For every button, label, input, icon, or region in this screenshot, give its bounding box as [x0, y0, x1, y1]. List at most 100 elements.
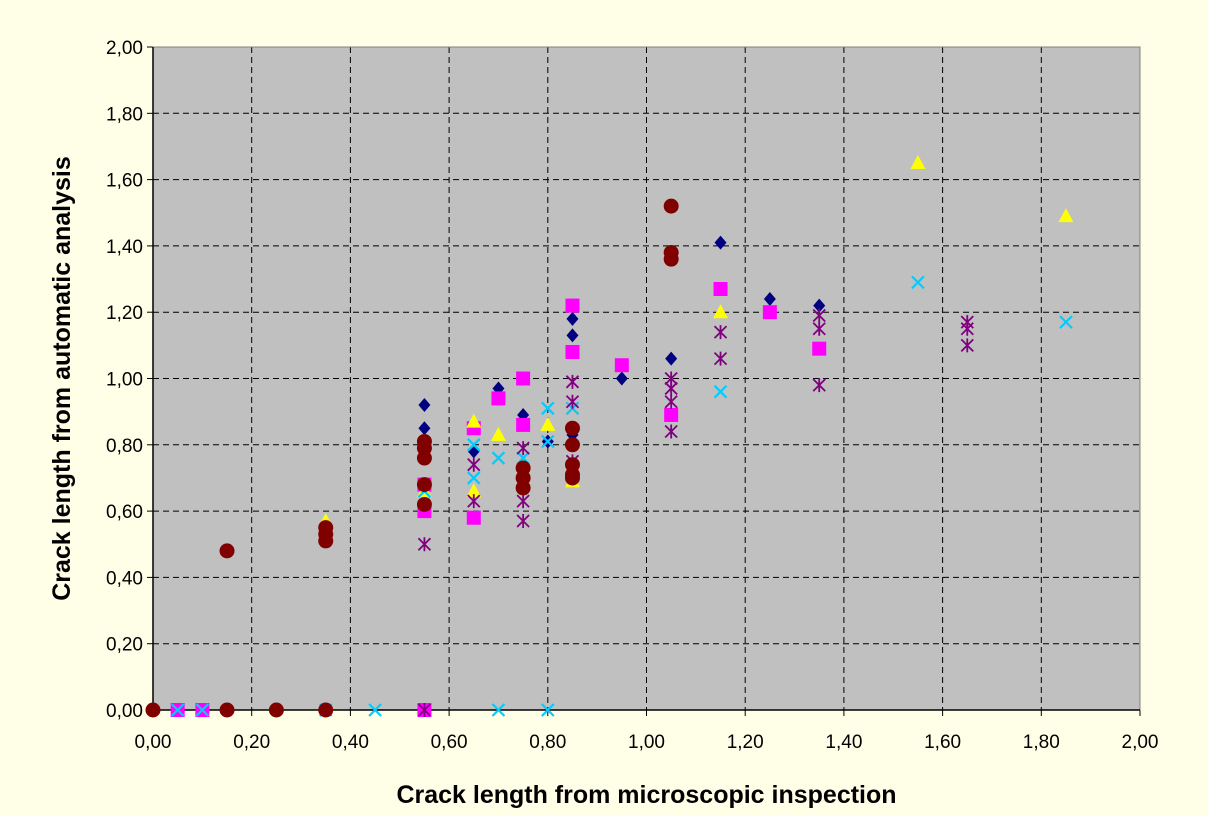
data-point-series-5 — [664, 424, 678, 439]
axes — [147, 46, 1141, 716]
data-point-series-5 — [516, 494, 530, 509]
data-point-series-5 — [565, 374, 580, 389]
data-point-series-4 — [541, 401, 555, 416]
y-tick-label: 2,00 — [106, 38, 143, 59]
data-point-series-6 — [145, 702, 161, 718]
data-point-series-5 — [960, 321, 974, 336]
y-axis-title: Crack length from automatic analysis — [48, 156, 76, 601]
data-point-series-2 — [812, 341, 827, 356]
y-tick-label: 1,00 — [106, 370, 143, 391]
data-point-series-4 — [911, 275, 925, 290]
data-point-series-1 — [418, 421, 431, 436]
data-point-series-2 — [614, 358, 629, 373]
data-point-series-5 — [664, 381, 678, 396]
data-point-series-2 — [713, 281, 728, 296]
data-point-series-4 — [466, 471, 481, 485]
data-point-series-3 — [466, 483, 482, 498]
data-point-series-4 — [170, 703, 185, 717]
x-tick-label: 0,60 — [431, 732, 468, 753]
data-point-series-4 — [541, 434, 555, 449]
y-tick-label: 1,60 — [106, 171, 143, 192]
x-tick-label: 0,00 — [135, 732, 172, 753]
data-point-series-1 — [665, 351, 678, 366]
y-tick-label: 0,40 — [106, 568, 143, 589]
data-point-series-2 — [664, 407, 679, 422]
data-point-series-6 — [268, 702, 284, 718]
data-point-series-5 — [960, 338, 974, 353]
x-axis-title: Crack length from microscopic inspection — [396, 781, 896, 809]
data-point-series-1 — [418, 398, 431, 413]
data-point-series-5 — [467, 457, 481, 472]
data-point-series-6 — [564, 437, 580, 453]
y-tick-label: 1,40 — [106, 237, 143, 258]
data-point-series-1 — [714, 235, 727, 250]
data-point-series-4 — [466, 438, 481, 452]
gridlines — [153, 47, 1140, 710]
y-tick-label: 0,60 — [106, 502, 143, 523]
data-point-series-5 — [417, 703, 432, 717]
data-point-series-6 — [416, 450, 432, 466]
data-point-series-6 — [318, 702, 334, 718]
x-tick-label: 1,80 — [1023, 732, 1060, 753]
data-point-series-5 — [713, 325, 728, 340]
data-point-series-4 — [195, 703, 210, 717]
data-point-series-6 — [663, 198, 679, 214]
data-point-series-2 — [491, 391, 506, 406]
data-point-series-5 — [565, 394, 580, 409]
data-point-series-5 — [516, 441, 530, 456]
x-tick-label: 1,00 — [628, 732, 665, 753]
y-tick-label: 1,20 — [106, 303, 143, 324]
x-tick-label: 0,20 — [233, 732, 270, 753]
data-point-series-4 — [368, 703, 382, 717]
data-point-series-2 — [466, 510, 481, 525]
data-point-series-3 — [1058, 208, 1074, 223]
x-tick-label: 2,00 — [1122, 732, 1159, 753]
data-point-series-6 — [564, 470, 580, 486]
data-point-series-5 — [664, 394, 678, 409]
data-point-series-4 — [491, 451, 506, 465]
data-point-series-2 — [565, 298, 580, 313]
y-tick-label: 1,80 — [106, 104, 143, 125]
data-point-series-4 — [541, 703, 555, 717]
x-tick-label: 1,40 — [825, 732, 862, 753]
data-point-series-5 — [467, 494, 481, 509]
data-point-series-4 — [713, 384, 728, 399]
data-point-series-1 — [566, 311, 579, 326]
data-point-series-1 — [763, 291, 776, 306]
data-point-series-3 — [713, 304, 729, 319]
data-point-series-3 — [466, 413, 482, 428]
x-tick-label: 1,20 — [727, 732, 764, 753]
data-point-series-5 — [812, 378, 826, 393]
data-point-series-3 — [540, 416, 556, 431]
data-point-series-5 — [812, 308, 826, 323]
data-point-series-3 — [490, 426, 506, 441]
data-point-series-6 — [416, 477, 432, 493]
data-point-series-6 — [416, 496, 432, 512]
data-point-series-1 — [615, 371, 628, 386]
data-point-series-6 — [219, 702, 235, 718]
data-point-series-3 — [910, 155, 926, 170]
data-point-series-4 — [491, 703, 506, 717]
data-point-series-6 — [515, 480, 531, 496]
y-tick-label: 0,80 — [106, 436, 143, 457]
y-tick-labels: 0,00 0,20 0,40 0,60 0,80 1,00 1,20 1,40 1,60 1,80… — [106, 38, 143, 722]
data-point-series-5 — [417, 537, 432, 552]
data-point-series-1 — [566, 328, 579, 343]
data-point-series-4 — [1059, 315, 1073, 329]
y-tick-label: 0,20 — [106, 635, 143, 656]
data-point-series-6 — [318, 533, 334, 549]
x-tick-labels: 0,00 0,20 0,40 0,60 0,80 1,00 1,20 1,40 1,60 1,80… — [135, 732, 1159, 753]
data-points — [145, 155, 1074, 718]
x-tick-label: 0,80 — [529, 732, 566, 753]
data-point-series-5 — [713, 351, 728, 366]
x-tick-label: 1,60 — [924, 732, 961, 753]
data-point-series-1 — [813, 298, 826, 313]
data-point-series-2 — [565, 344, 580, 359]
data-point-series-5 — [812, 321, 826, 336]
data-point-series-6 — [219, 543, 235, 559]
data-point-series-2 — [762, 305, 777, 320]
y-tick-label: 0,00 — [106, 701, 143, 722]
x-tick-label: 0,40 — [332, 732, 369, 753]
data-point-series-5 — [516, 514, 530, 529]
